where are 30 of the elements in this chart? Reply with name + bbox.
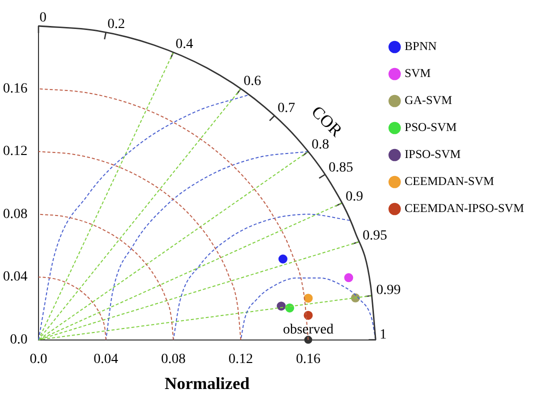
annotation: 0.7: [278, 101, 296, 116]
y-tick-label: 0.16: [3, 81, 28, 96]
legend-label: IPSO-SVM: [404, 147, 461, 162]
legend-label: CEEMDAN-IPSO-SVM: [404, 201, 524, 216]
legend-label: GA-SVM: [404, 93, 452, 108]
x-tick-label: 0.16: [296, 352, 320, 367]
annotation: 0.8: [312, 137, 330, 152]
annotation: 0.85: [328, 160, 354, 176]
text: 0.99: [376, 282, 401, 298]
x-axis-title: Normalized: [164, 374, 250, 394]
annotation: 0: [40, 10, 46, 26]
x-tick-label: 0.04: [94, 352, 118, 367]
annotation: 0.2: [108, 17, 126, 32]
annotation: observed: [282, 322, 334, 338]
text: 1: [380, 327, 387, 342]
x-tick-label: 0.08: [161, 352, 186, 367]
legend-label: CEEMDAN-SVM: [404, 174, 494, 188]
legend-label: SVM: [404, 66, 431, 80]
y-tick-label: 0.0: [10, 332, 28, 348]
annotation: 0.4: [176, 37, 194, 52]
x-tick-label: 0.0: [30, 352, 48, 367]
annotation: 0.95: [362, 228, 388, 244]
x-tick-label: 0.12: [228, 352, 254, 367]
y-tick-label: 0.04: [3, 270, 28, 285]
legend-label: PSO-SVM: [404, 120, 458, 134]
y-tick-label: 0.08: [3, 206, 28, 222]
legend-label: BPNN: [404, 39, 437, 54]
y-tick-label: 0.12: [3, 144, 28, 160]
annotation: 0.9: [346, 189, 364, 204]
annotation: 0.6: [244, 74, 262, 90]
